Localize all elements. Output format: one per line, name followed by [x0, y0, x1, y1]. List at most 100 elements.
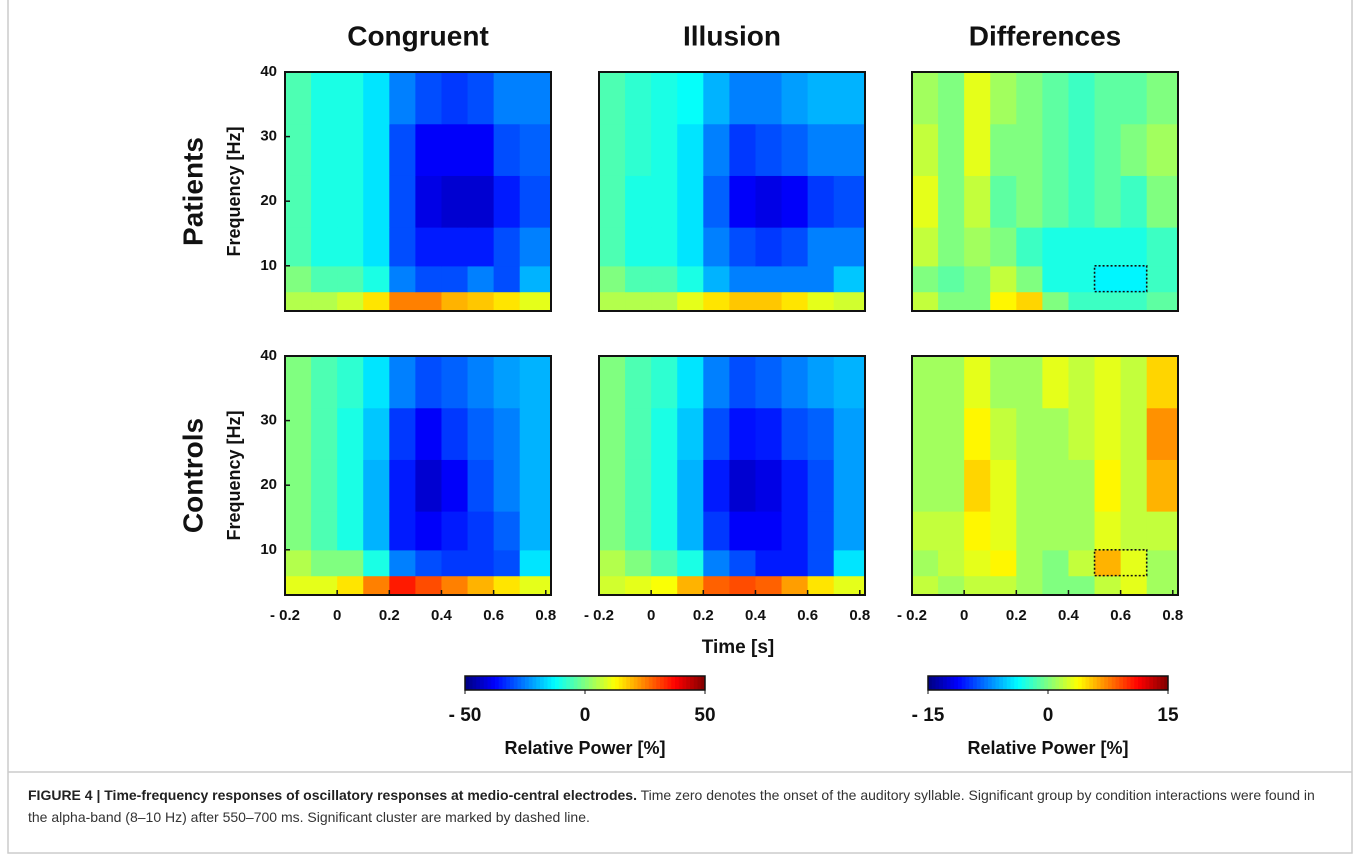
heatmap-cell — [493, 175, 521, 228]
heatmap-cell — [1094, 549, 1122, 577]
colorbar-swatch — [667, 676, 672, 690]
heatmap-cell — [1016, 407, 1043, 460]
heatmap-cell — [415, 291, 443, 312]
heatmap-cell — [781, 265, 809, 293]
heatmap-cell — [519, 72, 552, 125]
heatmap-cell — [964, 459, 991, 512]
heatmap-cell — [625, 72, 652, 125]
heatmap-cell — [990, 356, 1017, 409]
heatmap-cell — [651, 511, 678, 551]
colorbar-swatch — [961, 676, 966, 690]
heatmap-cell — [1068, 72, 1096, 125]
caption: FIGURE 4 | Time-frequency responses of o… — [28, 784, 1328, 828]
colorbar-swatch — [1119, 676, 1124, 690]
colorbar-swatch — [1010, 676, 1015, 690]
heatmap-cell — [285, 575, 312, 596]
heatmap-cell — [703, 407, 730, 460]
column-title: Illusion — [683, 20, 781, 51]
heatmap-cell — [285, 227, 312, 267]
x-tick-label: 0.8 — [1162, 607, 1183, 624]
heatmap-cell — [833, 265, 866, 293]
heatmap-cell — [1016, 549, 1043, 577]
heatmap-cell — [938, 459, 965, 512]
heatmap-cell — [807, 511, 835, 551]
heatmap-cell — [519, 459, 552, 512]
heatmap-cell — [311, 123, 338, 176]
heatmap-cell — [1016, 511, 1043, 551]
colorbar-swatch — [622, 676, 627, 690]
colorbar-swatch — [498, 676, 503, 690]
heatmap-cell — [1016, 575, 1043, 596]
colorbar-swatch — [1021, 676, 1026, 690]
colorbar-swatch — [611, 676, 616, 690]
heatmap-cell — [677, 356, 704, 409]
heatmap-cell — [493, 72, 521, 125]
heatmap-cell — [833, 72, 866, 125]
x-tick-label: 0 — [333, 607, 341, 624]
colorbar-swatch — [939, 676, 944, 690]
heatmap-cell — [599, 72, 626, 125]
heatmap-cell — [1120, 175, 1148, 228]
colorbar-swatch — [1033, 676, 1038, 690]
heatmap-cell — [1146, 407, 1179, 460]
heatmap-cell — [493, 265, 521, 293]
heatmap-cell — [441, 265, 469, 293]
heatmap-cell — [781, 72, 809, 125]
heatmap-cell — [964, 356, 991, 409]
heatmap-cell — [467, 175, 495, 228]
colorbar-swatch — [660, 676, 665, 690]
heatmap-cell — [651, 575, 678, 596]
heatmap-cell — [389, 407, 416, 460]
heatmap-cell — [833, 575, 866, 596]
x-tick-label: - 0.2 — [584, 607, 614, 624]
heatmap-cell — [833, 123, 866, 176]
colorbar-swatch — [950, 676, 955, 690]
heatmap-cell — [625, 265, 652, 293]
heatmap-cell — [415, 407, 443, 460]
heatmap-cell — [599, 123, 626, 176]
colorbar-swatch — [495, 676, 500, 690]
colorbar-swatch — [1029, 676, 1034, 690]
heatmap-cell — [729, 407, 757, 460]
heatmap-cell — [1016, 459, 1043, 512]
heatmap-cell — [519, 511, 552, 551]
heatmap-cell — [990, 549, 1017, 577]
colorbar-swatch — [1036, 676, 1041, 690]
x-tick-label: 0.8 — [535, 607, 556, 624]
colorbar-swatch — [547, 676, 552, 690]
x-tick-label: 0.2 — [1006, 607, 1027, 624]
heatmap-cell — [912, 549, 939, 577]
heatmap-cell — [311, 575, 338, 596]
heatmap-cell — [1120, 511, 1148, 551]
heatmap-cell — [467, 575, 495, 596]
heatmap-cell — [363, 227, 390, 267]
heatmap-cell — [1146, 459, 1179, 512]
heatmap-cell — [990, 72, 1017, 125]
colorbar-swatch — [931, 676, 936, 690]
heatmap-cell — [467, 511, 495, 551]
heatmap-cell — [337, 72, 364, 125]
heatmap-cell — [1120, 72, 1148, 125]
heatmap-cell — [807, 549, 835, 577]
heatmap-cell — [755, 72, 783, 125]
colorbar-swatch — [965, 676, 970, 690]
colorbar-swatch — [637, 676, 642, 690]
heatmap-cell — [703, 356, 730, 409]
heatmap-cell — [311, 175, 338, 228]
colorbar-swatch — [588, 676, 593, 690]
heatmap-cell — [625, 407, 652, 460]
y-tick-label: 30 — [260, 412, 277, 429]
heatmap-cell — [311, 549, 338, 577]
heatmap-cell — [1042, 549, 1070, 577]
heatmap-cell — [519, 291, 552, 312]
heatmap-cell — [755, 549, 783, 577]
heatmap-cell — [389, 265, 416, 293]
heatmap-cell — [755, 407, 783, 460]
heatmap-cell — [625, 291, 652, 312]
colorbar-swatch — [652, 676, 657, 690]
heatmap-cell — [1120, 227, 1148, 267]
colorbar-swatch — [615, 676, 620, 690]
heatmap-cell — [1120, 575, 1148, 596]
heatmap-cell — [363, 407, 390, 460]
